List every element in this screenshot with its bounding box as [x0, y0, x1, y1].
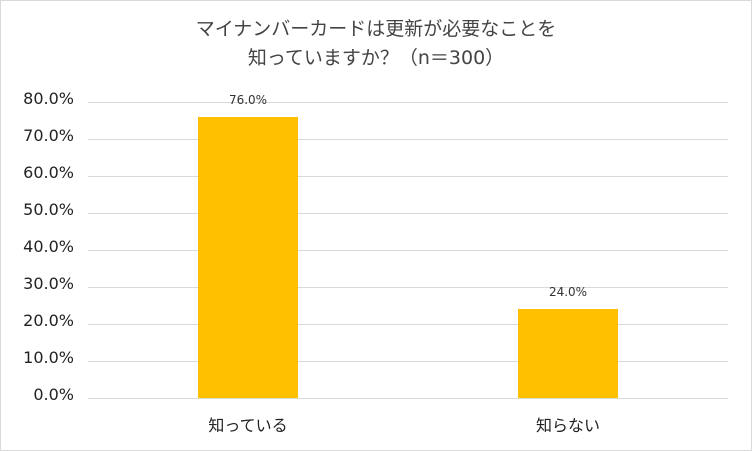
y-tick-70: 70.0% — [23, 126, 74, 145]
gridline-80 — [88, 102, 728, 103]
gridline-70 — [88, 139, 728, 140]
x-axis-line — [88, 398, 728, 399]
y-tick-20: 20.0% — [23, 311, 74, 330]
y-tick-30: 30.0% — [23, 274, 74, 293]
chart-title-line-2: 知っていますか？（n＝300） — [247, 47, 505, 69]
bar-dont-know — [518, 309, 618, 398]
y-tick-0: 0.0% — [33, 385, 74, 404]
y-tick-60: 60.0% — [23, 163, 74, 182]
y-tick-40: 40.0% — [23, 237, 74, 256]
chart-title-line-1: マイナンバーカードは更新が必要なことを — [195, 18, 557, 40]
bar-know — [198, 117, 298, 398]
data-label-dont-know: 24.0% — [548, 285, 588, 299]
data-label-know: 76.0% — [228, 93, 268, 107]
gridline-60 — [88, 176, 728, 177]
y-tick-10: 10.0% — [23, 348, 74, 367]
gridline-10 — [88, 361, 728, 362]
x-label-dont-know: 知らない — [535, 416, 600, 435]
gridline-30 — [88, 287, 728, 288]
y-tick-80: 80.0% — [23, 89, 74, 108]
gridline-50 — [88, 213, 728, 214]
y-tick-50: 50.0% — [23, 200, 74, 219]
gridline-40 — [88, 250, 728, 251]
x-label-know: 知っている — [208, 416, 288, 435]
gridline-20 — [88, 324, 728, 325]
